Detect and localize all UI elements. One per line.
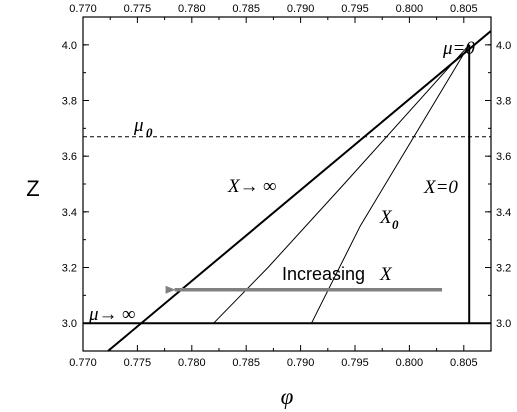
svg-text:0: 0 [392,217,399,232]
svg-text:μ→: μ→ [88,304,118,325]
x-zero-label: X=0 [423,177,458,198]
x-tick-label-bottom: 0.795 [341,357,369,369]
y-tick-label-right: 3.8 [496,96,511,108]
x-infinity-label: X→ ∞ [227,176,277,197]
x-tick-label-top: 0.795 [341,3,369,15]
y-tick-label-left: 3.2 [62,263,77,275]
mu-zero-label: μ=0 [442,38,475,59]
svg-text:∞: ∞ [122,304,136,325]
x-tick-label-top: 0.785 [232,3,260,15]
series-line [213,44,470,324]
x-tick-label-bottom: 0.770 [69,357,97,369]
increasing-x-label: Increasing X [282,264,393,285]
y-tick-label-right: 4.0 [496,40,511,52]
svg-text:X: X [379,264,393,285]
x-tick-label-top: 0.790 [287,3,315,15]
svg-text:X: X [379,207,393,228]
mu0-label: μ 0 [133,115,153,140]
x-axis-title: φ [281,384,294,409]
svg-text:∞: ∞ [263,176,277,197]
y-tick-label-left: 3.6 [62,151,77,163]
svg-text:Increasing: Increasing [282,264,365,284]
x-tick-label-bottom: 0.805 [450,357,478,369]
x-tick-label-top: 0.775 [124,3,152,15]
x-tick-label-top: 0.780 [178,3,206,15]
ticks-layer: 0.770 0.770 0.775 0.775 0.780 0.780 0.785 0.785… [62,3,512,369]
mu-infinity-label: μ→ ∞ [88,304,136,325]
series-line [107,30,491,351]
y-tick-label-right: 3.2 [496,263,511,275]
x-tick-label-bottom: 0.800 [396,357,424,369]
y-tick-label-left: 3.0 [62,318,77,330]
y-axis-title: Z [26,176,39,201]
plot-frame [82,16,492,352]
x-tick-label-bottom: 0.775 [124,357,152,369]
svg-text:μ: μ [133,115,144,136]
x-tick-label-bottom: 0.780 [178,357,206,369]
y-tick-label-right: 3.0 [496,318,511,330]
x-tick-label-bottom: 0.785 [232,357,260,369]
x-tick-label-top: 0.805 [450,3,478,15]
y-tick-label-left: 3.8 [62,96,77,108]
svg-text:0: 0 [146,125,153,140]
x-tick-label-top: 0.770 [69,3,97,15]
y-tick-label-left: 3.4 [62,207,77,219]
svg-text:X→: X→ [227,176,259,197]
x-tick-label-top: 0.800 [396,3,424,15]
x-tick-label-bottom: 0.790 [287,357,315,369]
y-tick-label-right: 3.4 [496,207,511,219]
x0-label: X 0 [379,207,399,232]
series-layer [83,30,491,351]
y-tick-label-left: 4.0 [62,40,77,52]
y-tick-label-right: 3.6 [496,151,511,163]
